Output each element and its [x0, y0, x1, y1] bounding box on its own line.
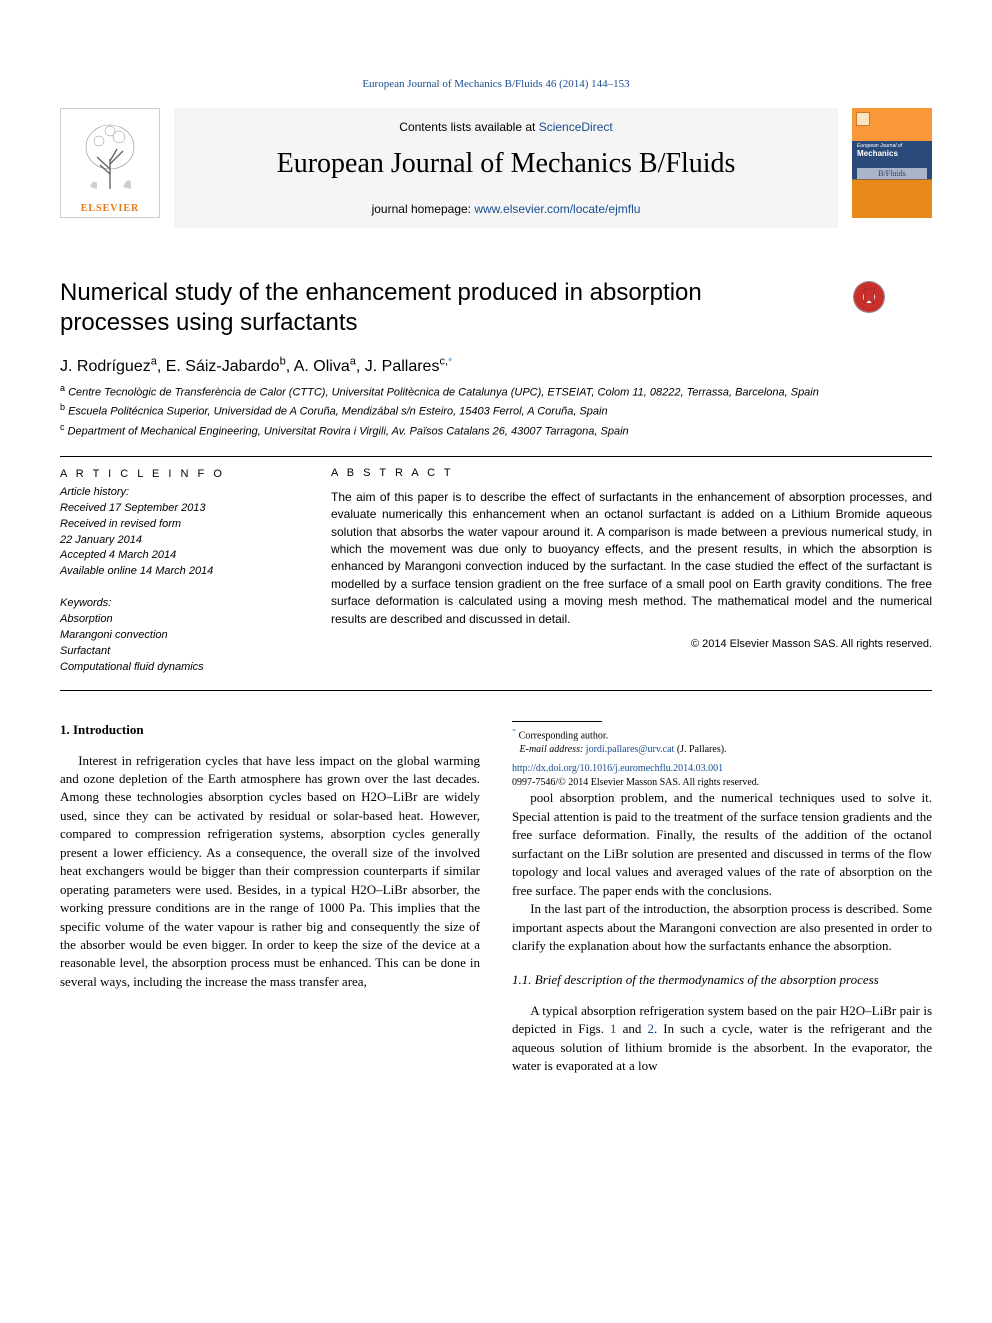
sciencedirect-link[interactable]: ScienceDirect: [539, 120, 613, 134]
revised-date: 22 January 2014: [60, 533, 295, 549]
body-text: 1. Introduction Interest in refrigeratio…: [60, 721, 932, 1076]
keyword-item: Surfactant: [60, 644, 295, 660]
homepage-line: journal homepage: www.elsevier.com/locat…: [372, 202, 641, 216]
journal-title: European Journal of Mechanics B/Fluids: [277, 148, 736, 180]
article-info-column: A R T I C L E I N F O Article history: R…: [60, 467, 295, 676]
history-label: Article history:: [60, 485, 295, 501]
abstract-copyright: © 2014 Elsevier Masson SAS. All rights r…: [331, 638, 932, 650]
keyword-item: Computational fluid dynamics: [60, 660, 295, 676]
elsevier-tree-icon: [75, 119, 145, 194]
keyword-item: Absorption: [60, 612, 295, 628]
cover-line2: Mechanics: [857, 150, 902, 159]
section-1-para-3: In the last part of the introduction, th…: [512, 900, 932, 955]
affiliation-line: a Centre Tecnològic de Transferència de …: [60, 382, 932, 401]
journal-cover-thumbnail: European Journal of Mechanics B/Fluids: [852, 108, 932, 218]
affiliations: a Centre Tecnològic de Transferència de …: [60, 382, 932, 439]
accepted-date: Accepted 4 March 2014: [60, 548, 295, 564]
homepage-link[interactable]: www.elsevier.com/locate/ejmflu: [474, 202, 640, 216]
doi-block: http://dx.doi.org/10.1016/j.euromechflu.…: [512, 762, 932, 789]
corresponding-marker: *: [448, 356, 452, 368]
elsevier-wordmark: ELSEVIER: [81, 203, 140, 214]
section-1-para-2: pool absorption problem, and the numeric…: [512, 789, 932, 900]
corr-email-name: (J. Pallares).: [677, 744, 727, 755]
article-info-head: A R T I C L E I N F O: [60, 467, 295, 483]
contents-available-line: Contents lists available at ScienceDirec…: [399, 120, 612, 134]
email-label: E-mail address:: [520, 744, 584, 755]
issn-copyright: 0997-7546/© 2014 Elsevier Masson SAS. Al…: [512, 777, 759, 788]
received-date: Received 17 September 2013: [60, 501, 295, 517]
section-1-1-head: 1.1. Brief description of the thermodyna…: [512, 971, 932, 989]
section-1-head: 1. Introduction: [60, 721, 480, 739]
contents-prefix: Contents lists available at: [399, 120, 538, 134]
corr-label: Corresponding author.: [519, 730, 608, 741]
corr-email-link[interactable]: jordi.pallares@urv.cat: [586, 744, 675, 755]
homepage-prefix: journal homepage:: [372, 202, 475, 216]
keyword-item: Marangoni convection: [60, 628, 295, 644]
authors-names: J. Rodrígueza, E. Sáiz-Jabardob, A. Oliv…: [60, 358, 448, 375]
cite-fig-2[interactable]: 2: [647, 1021, 654, 1036]
corresponding-footnote: * Corresponding author. E-mail address: …: [512, 726, 932, 756]
keywords-label: Keywords:: [60, 596, 295, 612]
abstract-head: A B S T R A C T: [331, 467, 932, 479]
elsevier-logo: ELSEVIER: [60, 108, 160, 218]
section-1-para-1: Interest in refrigeration cycles that ha…: [60, 752, 480, 992]
abstract-column: A B S T R A C T The aim of this paper is…: [331, 467, 932, 676]
cover-bfluids: B/Fluids: [857, 168, 927, 179]
paper-title: Numerical study of the enhancement produ…: [60, 278, 780, 338]
section-1-1-para-1: A typical absorption refrigeration syste…: [512, 1002, 932, 1076]
running-head: European Journal of Mechanics B/Fluids 4…: [60, 78, 932, 90]
bookmark-icon: [862, 288, 876, 306]
crossmark-badge[interactable]: [854, 282, 884, 312]
cite-fig-1[interactable]: 1: [610, 1021, 617, 1036]
journal-header: ELSEVIER Contents lists available at Sci…: [60, 108, 932, 228]
affiliation-line: b Escuela Politécnica Superior, Universi…: [60, 401, 932, 420]
doi-link[interactable]: http://dx.doi.org/10.1016/j.euromechflu.…: [512, 763, 723, 774]
abstract-text: The aim of this paper is to describe the…: [331, 489, 932, 628]
revised-label: Received in revised form: [60, 517, 295, 533]
affiliation-line: c Department of Mechanical Engineering, …: [60, 421, 932, 440]
online-date: Available online 14 March 2014: [60, 564, 295, 580]
authors-line: J. Rodrígueza, E. Sáiz-Jabardob, A. Oliv…: [60, 356, 932, 376]
header-center: Contents lists available at ScienceDirec…: [174, 108, 838, 228]
